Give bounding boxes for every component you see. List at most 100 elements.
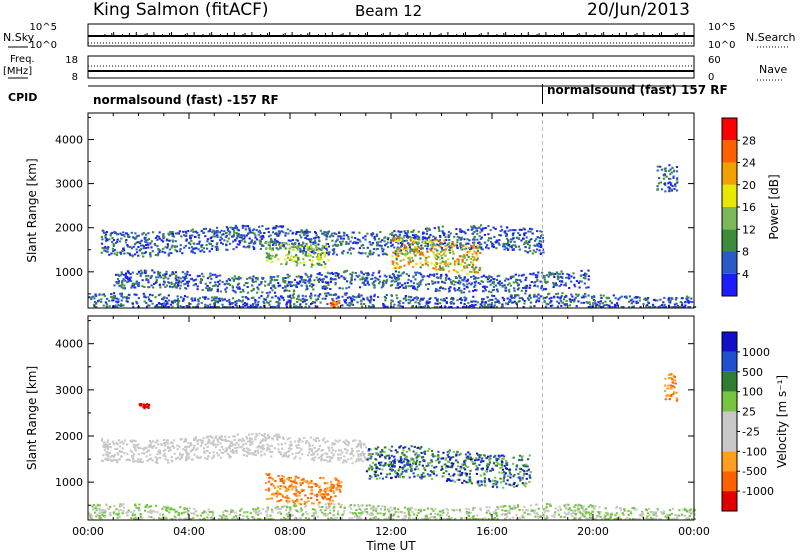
power-scatter-point bbox=[440, 298, 443, 301]
vel-scatter-point bbox=[188, 456, 191, 459]
vel-scatter-point bbox=[502, 480, 505, 483]
power-scatter-point bbox=[391, 231, 394, 234]
power-scatter-point bbox=[306, 255, 309, 258]
power-scatter-point bbox=[298, 298, 301, 301]
power-scatter-point bbox=[486, 296, 489, 299]
power-scatter-point bbox=[662, 301, 665, 304]
power-scatter-point bbox=[413, 234, 416, 237]
power-scatter-point bbox=[133, 243, 137, 246]
power-scatter-point bbox=[443, 242, 447, 245]
power-scatter-point bbox=[274, 295, 277, 298]
power-scatter-point bbox=[465, 246, 468, 249]
vel-scatter-point bbox=[285, 455, 288, 458]
power-scatter-point bbox=[399, 249, 403, 252]
power-scatter-point bbox=[430, 262, 433, 265]
power-scatter-point bbox=[310, 274, 313, 277]
power-scatter-point bbox=[382, 282, 385, 285]
power-scatter-point bbox=[204, 235, 207, 238]
power-scatter-point bbox=[166, 302, 169, 305]
vel-scatter-point bbox=[454, 459, 458, 462]
power-scatter-point bbox=[350, 300, 353, 303]
power-scatter-point bbox=[270, 249, 273, 252]
power-scatter-point bbox=[480, 304, 483, 307]
vel-scatter-point bbox=[374, 475, 377, 478]
power-scatter-point bbox=[525, 240, 528, 243]
power-scatter-point bbox=[141, 252, 144, 255]
vel-scatter-point bbox=[474, 459, 477, 462]
vel-scatter-point bbox=[105, 446, 108, 448]
power-scatter-point bbox=[256, 303, 259, 306]
power-scatter-point bbox=[504, 279, 507, 282]
power-scatter-point bbox=[559, 297, 562, 300]
vel-scatter-point bbox=[102, 454, 105, 457]
vel-scatter-point bbox=[280, 499, 283, 502]
power-scatter-point bbox=[111, 299, 114, 302]
power-scatter-point bbox=[565, 299, 568, 302]
power-scatter-point bbox=[419, 257, 422, 260]
power-scatter-point bbox=[438, 268, 441, 271]
power-scatter-point bbox=[142, 245, 145, 248]
power-scatter-point bbox=[472, 290, 475, 292]
vel-scatter-point bbox=[289, 441, 292, 443]
vel-scatter-point bbox=[220, 438, 224, 441]
cpid-segment-2: normalsound (fast) 157 RF bbox=[547, 83, 728, 97]
power-scatter-point bbox=[118, 274, 121, 277]
vel-scatter-point bbox=[456, 478, 459, 481]
vel-scatter-point bbox=[226, 453, 229, 456]
power-scatter-point bbox=[257, 300, 260, 303]
power-scatter-point bbox=[202, 275, 205, 278]
power-scatter-point bbox=[403, 239, 406, 242]
vel-scatter-point bbox=[274, 480, 277, 482]
power-scatter-point bbox=[377, 237, 381, 240]
power-scatter-point bbox=[584, 272, 587, 275]
power-scatter-point bbox=[498, 243, 501, 246]
power-scatter-point bbox=[670, 171, 673, 174]
vel-scatter-point bbox=[299, 482, 302, 485]
vel-scatter-point bbox=[405, 450, 408, 453]
power-scatter-point bbox=[490, 276, 493, 279]
power-scatter-point bbox=[112, 239, 115, 241]
vel-scatter-point bbox=[167, 461, 170, 464]
power-scatter-point bbox=[393, 303, 396, 306]
vel-scatter-point bbox=[423, 475, 426, 478]
vel-scatter-point bbox=[345, 452, 348, 455]
power-scatter-point bbox=[460, 291, 463, 294]
power-scatter-point bbox=[122, 234, 125, 236]
power-scatter-point bbox=[352, 242, 355, 245]
vel-scatter-point bbox=[262, 439, 265, 442]
vel-scatter-point bbox=[463, 461, 466, 464]
power-scatter-point bbox=[309, 279, 312, 282]
power-scatter-point bbox=[295, 260, 298, 263]
vel-scatter-point bbox=[316, 498, 319, 501]
vel-scatter-point bbox=[281, 494, 284, 497]
vel-scatter-point bbox=[467, 481, 470, 484]
power-scatter-point bbox=[282, 296, 285, 299]
power-scatter-point bbox=[582, 294, 585, 297]
power-scatter-point bbox=[232, 302, 235, 305]
power-scatter-point bbox=[122, 248, 125, 251]
power-scatter-point bbox=[566, 273, 569, 276]
power-scatter-point bbox=[231, 277, 234, 280]
power-scatter-point bbox=[390, 239, 393, 242]
power-scatter-point bbox=[418, 281, 421, 284]
power-scatter-point bbox=[672, 175, 675, 178]
power-scatter-point bbox=[427, 306, 430, 308]
power-scatter-point bbox=[186, 280, 189, 283]
power-scatter-point bbox=[482, 227, 485, 230]
power-scatter-point bbox=[426, 304, 430, 307]
power-scatter-point bbox=[117, 280, 120, 283]
power-scatter-point bbox=[411, 306, 414, 308]
vel-scatter-point bbox=[143, 446, 146, 449]
power-scatter-point bbox=[471, 232, 474, 235]
vel-scatter-point bbox=[318, 485, 321, 488]
power-scatter-point bbox=[253, 242, 256, 244]
power-scatter-point bbox=[544, 296, 547, 299]
power-scatter-point bbox=[320, 249, 323, 251]
power-scatter-point bbox=[454, 243, 457, 246]
power-scatter-point bbox=[174, 249, 177, 252]
power-scatter-point bbox=[344, 277, 347, 280]
power-scatter-point bbox=[561, 272, 564, 275]
vel-scatter-point bbox=[466, 466, 469, 469]
vel-scatter-point bbox=[374, 463, 377, 466]
power-scatter-point bbox=[493, 304, 496, 307]
